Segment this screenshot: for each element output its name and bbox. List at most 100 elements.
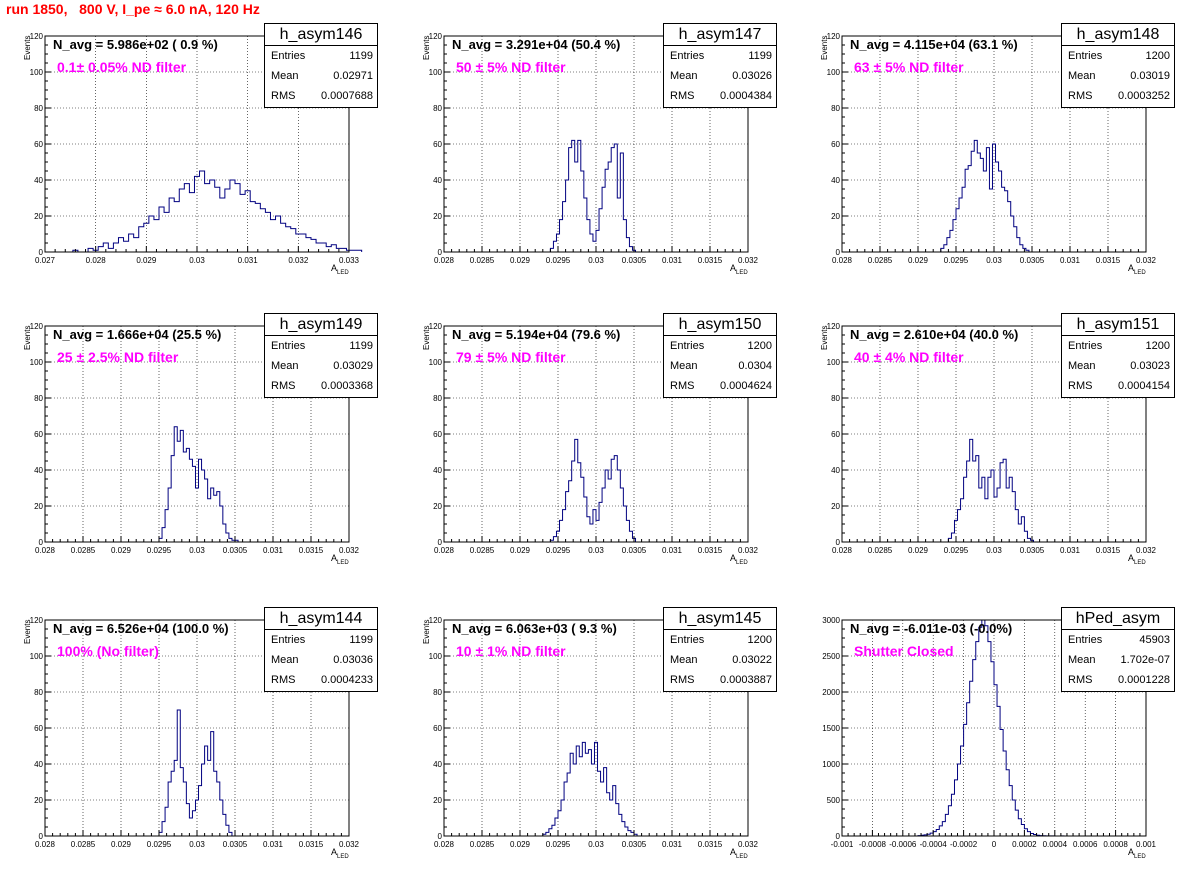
histogram-bin <box>183 782 186 836</box>
histogram-bin <box>88 248 93 252</box>
x-axis-label-sub: LED <box>337 269 349 276</box>
histogram-bin <box>958 764 961 836</box>
histogram-bin <box>623 220 626 252</box>
y-tick-label: 1500 <box>822 724 840 733</box>
stats-row-mean: Mean 0.0304 <box>670 356 772 376</box>
histogram-bin <box>553 537 556 542</box>
filter-annotation: 100% (No filter) <box>57 643 159 659</box>
histogram-bin <box>953 220 956 252</box>
stats-row-entries: Entries 1199 <box>271 46 373 66</box>
stats-row-entries: Entries 1199 <box>670 46 772 66</box>
y-tick-label: 0 <box>438 248 443 257</box>
histogram-bin <box>605 470 608 542</box>
y-tick-label: 60 <box>433 430 442 439</box>
histogram-bin <box>202 764 205 836</box>
histogram-bin <box>296 234 301 252</box>
y-tick-label: 60 <box>831 430 840 439</box>
histogram-bin <box>976 642 979 836</box>
histogram-bin <box>632 538 635 542</box>
stats-row-entries: Entries 1200 <box>1068 336 1170 356</box>
histogram-bin <box>205 184 210 252</box>
histogram-bin <box>154 220 159 252</box>
histogram-bin <box>596 520 599 542</box>
histogram-bin <box>177 441 180 542</box>
histogram-bin <box>613 786 616 836</box>
histogram-bin <box>199 459 202 542</box>
y-tick-label: 20 <box>34 796 43 805</box>
histogram-bin <box>945 814 948 836</box>
x-tick-label: 0.0295 <box>944 546 969 555</box>
histogram-bin <box>970 439 973 542</box>
x-tick-label: 0.0295 <box>944 256 969 265</box>
histogram-bin <box>585 753 588 836</box>
histogram-bin <box>985 499 988 542</box>
histogram-bin <box>924 835 927 836</box>
histogram-bin <box>617 470 620 542</box>
histogram-bin <box>581 171 584 252</box>
histogram-bin <box>1030 540 1033 542</box>
x-axis-label-sub: LED <box>337 853 349 860</box>
histogram-bin <box>979 488 982 542</box>
stats-key: RMS <box>1068 380 1093 392</box>
y-tick-label: 100 <box>429 358 443 367</box>
y-axis-label: Events <box>422 619 431 644</box>
histogram-bin <box>1000 463 1003 542</box>
histogram-bin <box>970 681 973 836</box>
y-tick-label: 100 <box>30 68 44 77</box>
histogram-bin <box>959 198 962 252</box>
histogram-bin <box>587 220 590 252</box>
histogram-bin <box>93 250 98 252</box>
x-axis-label-main: A <box>1128 847 1135 857</box>
x-tick-label: 0.027 <box>35 256 56 265</box>
histogram-bin <box>961 499 964 542</box>
histogram-bin <box>950 230 953 252</box>
x-axis-label: ALED <box>1128 847 1146 860</box>
x-tick-label: 0.028 <box>434 546 455 555</box>
stats-key: Entries <box>271 340 306 352</box>
stats-key: Entries <box>670 634 705 646</box>
stats-row-rms: RMS 0.0007688 <box>271 86 373 106</box>
histogram-bin <box>245 191 250 252</box>
y-tick-label: 20 <box>831 212 840 221</box>
histogram-bin <box>202 470 205 542</box>
y-tick-label: 80 <box>34 688 43 697</box>
histogram-bin <box>1000 729 1003 836</box>
x-tick-label: 0.028 <box>434 256 455 265</box>
histogram-bin <box>543 834 546 836</box>
histogram-bin <box>1017 238 1020 252</box>
histogram-bin <box>617 198 620 252</box>
histogram-bin <box>608 479 611 542</box>
histogram-bin <box>560 520 563 542</box>
y-tick-label: 0 <box>836 832 841 841</box>
y-tick-label: 40 <box>433 466 442 475</box>
histogram-bin <box>1027 832 1030 836</box>
histogram-bin <box>180 768 183 836</box>
stats-value: 1200 <box>747 634 772 646</box>
histogram-bin <box>986 148 989 252</box>
histogram-bin <box>566 180 569 252</box>
y-tick-label: 0 <box>836 538 841 547</box>
x-tick-label: 0.0002 <box>1012 840 1037 849</box>
stats-value: 0.03019 <box>1130 70 1170 82</box>
histogram-bin <box>961 746 964 836</box>
histogram-bin <box>977 153 980 252</box>
stats-key: Entries <box>271 634 306 646</box>
histogram-bin <box>573 764 576 836</box>
x-axis-label-sub: LED <box>1134 853 1146 860</box>
histogram-bin <box>576 746 579 836</box>
histogram-bin <box>973 660 976 836</box>
histogram-bin <box>225 189 230 252</box>
x-tick-label: 0.029 <box>510 840 531 849</box>
stats-row-entries: Entries 1200 <box>670 336 772 356</box>
y-tick-label: 20 <box>433 796 442 805</box>
histogram-bin <box>985 626 988 836</box>
stats-key: Mean <box>1068 70 1096 82</box>
x-tick-label: 0.031 <box>1060 256 1081 265</box>
histogram-bin <box>951 794 954 836</box>
histogram-title: N_avg = 6.063e+03 ( 9.3 %) <box>452 621 617 636</box>
histogram-bin <box>550 248 553 252</box>
histogram-bin <box>625 827 628 836</box>
